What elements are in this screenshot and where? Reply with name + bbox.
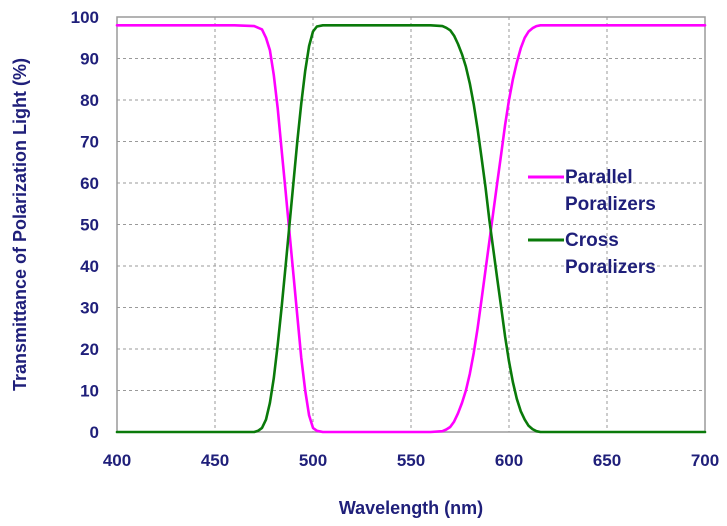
x-tick-label: 400 bbox=[103, 451, 131, 470]
y-axis-title: Transmittance of Polarization Light (%) bbox=[10, 58, 30, 391]
y-tick-label: 30 bbox=[80, 299, 99, 318]
x-tick-label: 500 bbox=[299, 451, 327, 470]
y-tick-label: 0 bbox=[90, 423, 99, 442]
y-tick-label: 20 bbox=[80, 340, 99, 359]
x-tick-label: 450 bbox=[201, 451, 229, 470]
y-tick-label: 10 bbox=[80, 382, 99, 401]
x-axis-title: Wavelength (nm) bbox=[339, 498, 483, 518]
legend: Parallel Poralizers Cross Poralizers bbox=[528, 167, 656, 278]
y-tick-label: 60 bbox=[80, 174, 99, 193]
grid-layer bbox=[117, 17, 705, 432]
series-layer bbox=[115, 23, 707, 434]
legend-label-2: Cross bbox=[565, 230, 619, 251]
legend-label-1: Poralizers bbox=[565, 194, 656, 215]
x-tick-label: 550 bbox=[397, 451, 425, 470]
tick-labels: 400 450 500 550 600 650 700 0 10 20 30 40 50 60 70 80 90… bbox=[71, 8, 720, 470]
y-tick-label: 70 bbox=[80, 133, 99, 152]
y-tick-label: 40 bbox=[80, 257, 99, 276]
series-line-1 bbox=[115, 23, 707, 434]
x-tick-label: 700 bbox=[691, 451, 719, 470]
y-tick-label: 50 bbox=[80, 216, 99, 235]
x-tick-label: 650 bbox=[593, 451, 621, 470]
y-tick-label: 100 bbox=[71, 8, 99, 27]
legend-label-2: Poralizers bbox=[565, 257, 656, 278]
series-line-2 bbox=[115, 23, 707, 434]
legend-label-1: Parallel bbox=[565, 167, 633, 188]
y-tick-label: 90 bbox=[80, 50, 99, 69]
y-tick-label: 80 bbox=[80, 91, 99, 110]
x-tick-label: 600 bbox=[495, 451, 523, 470]
